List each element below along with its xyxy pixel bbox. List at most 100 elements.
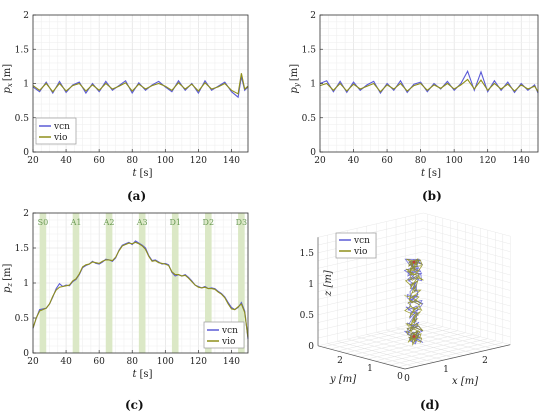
panel-d-ylabel: y [m] — [329, 374, 356, 385]
grid-line — [423, 212, 511, 237]
phase-band-a3 — [138, 213, 146, 353]
panel-b-caption: (b) — [422, 189, 442, 203]
grid-line — [317, 305, 424, 331]
y-tick-label: 1.5 — [302, 45, 317, 55]
grid-line — [367, 334, 473, 360]
grid-line — [344, 328, 451, 354]
y-tick-label: 2 — [23, 11, 29, 21]
x-tick-label: 80 — [127, 357, 139, 367]
panel-d-caption: (d) — [420, 398, 440, 412]
y-tick-label: 0 — [23, 349, 29, 359]
grid-line — [423, 298, 511, 322]
phase-label-a3: A3 — [136, 218, 148, 227]
x-tick-label: 100 — [446, 156, 463, 166]
grid-line — [317, 259, 424, 285]
phase-label-s0: S0 — [38, 218, 49, 227]
grid-line — [423, 282, 511, 307]
panel-a-legend: vcn vio — [35, 117, 77, 145]
grid-line — [423, 313, 511, 338]
grid-line — [322, 322, 428, 348]
grid-line — [423, 220, 511, 245]
phase-band-d2 — [205, 213, 212, 353]
y-tick-label: 1 — [23, 80, 29, 90]
y-tick-label: 2 — [310, 11, 316, 21]
y-tick-label: 0.5 — [302, 114, 317, 124]
panel-d-legend: vcn vio — [335, 232, 377, 259]
x-tick-label: 40 — [348, 156, 360, 166]
grid-line — [415, 323, 503, 347]
y-tick-label: 0.5 — [15, 114, 30, 124]
y-tick-label: 0 — [23, 148, 29, 158]
y-tick-label: 0 — [310, 148, 316, 158]
grid-line — [382, 338, 488, 364]
panel-c-phase-labels: S0 A1 A2 A3 D1 D2 D3 — [38, 218, 248, 227]
panel-a-grid — [32, 14, 249, 153]
trajectory-marker — [412, 335, 416, 338]
panel-c-ylabel: pz[m] — [2, 264, 14, 293]
panel-c-legend-vio: vio — [221, 337, 235, 347]
trajectory-marker — [412, 260, 416, 264]
series-vio — [32, 73, 249, 95]
x-tick-label: 140 — [223, 357, 240, 367]
panel-d-ticks: 0 1 2 0 1 2 0 0.5 1 1.5 — [300, 249, 488, 384]
x-tick-label: 20 — [27, 357, 39, 367]
phase-label-d3: D3 — [236, 218, 248, 227]
grid-line — [317, 313, 424, 339]
x-tick-label: 100 — [157, 357, 174, 367]
x-tick-label: 1 — [443, 365, 449, 375]
panel-a-legend-vcn: vcn — [53, 122, 70, 132]
panel-b-xlabel: t [s] — [421, 168, 441, 179]
panel-c-caption: (c) — [125, 398, 144, 412]
phase-label-a1: A1 — [70, 218, 82, 227]
x-tick-label: 120 — [190, 156, 207, 166]
x-tick-label: 80 — [127, 156, 139, 166]
panel-d-legend-vio: vio — [353, 247, 367, 257]
z-tick-label: 0 — [308, 342, 314, 352]
phase-band-a2 — [105, 213, 113, 353]
panel-c-bands — [39, 213, 245, 353]
y-axis — [317, 345, 406, 370]
panel-a-ticks: 20 40 60 80 100 120 140 0 0.5 1 1.5 2 — [15, 11, 241, 166]
panel-c-xlabel: t [s] — [133, 369, 153, 380]
panel-a-ylabel: px[m] — [2, 64, 14, 94]
trajectory-vio — [404, 257, 424, 347]
grid-line — [423, 321, 511, 345]
x-tick-label: 120 — [190, 357, 207, 367]
panel-b-ylabel: py[m] — [289, 64, 301, 94]
grid-line — [397, 342, 503, 368]
grid-line — [317, 251, 424, 277]
phase-band-a1 — [72, 213, 80, 353]
z-tick-label: 1.5 — [300, 249, 315, 259]
y-tick-label: 1.5 — [15, 45, 30, 55]
panel-c: 20 40 60 80 100 120 140 0 0.5 1 1.5 2 S0 A1 A2 A3 D1 D2 D… — [2, 209, 249, 412]
grid-line — [317, 274, 424, 300]
grid-line — [337, 326, 443, 352]
grid-line — [317, 298, 424, 323]
grid-line — [317, 321, 424, 347]
phase-label-d1: D1 — [169, 218, 181, 227]
panel-d-trajectory — [403, 257, 424, 347]
x-tick-label: 2 — [482, 356, 488, 366]
x-tick-label: 100 — [157, 156, 174, 166]
x-tick-label: 140 — [513, 156, 530, 166]
grid-line — [317, 212, 424, 238]
phase-band-s0 — [39, 213, 47, 353]
panel-b-lines — [319, 69, 539, 95]
x-tick-label: 20 — [314, 156, 326, 166]
y-tick-label: 1.5 — [15, 244, 30, 254]
grid-line — [423, 305, 511, 330]
x-axis — [404, 344, 511, 370]
panel-d-legend-vcn: vcn — [353, 236, 370, 246]
x-tick-label: 0 — [404, 374, 410, 384]
x-tick-label: 60 — [381, 156, 393, 166]
grid-line — [423, 236, 511, 260]
series-vio — [32, 241, 249, 338]
phase-band-d1 — [171, 213, 179, 353]
panel-a: 20 40 60 80 100 120 140 0 0.5 1 1.5 2 t [s] px[m] vc… — [2, 11, 249, 203]
panel-b: 20 40 60 80 100 120 140 0 0.5 1 1.5 2 t [s] py[m] (b… — [289, 11, 539, 203]
x-tick-label: 60 — [93, 156, 105, 166]
series-vio — [319, 78, 539, 93]
y-tick-label: 1 — [23, 279, 29, 289]
x-tick-label: 80 — [415, 156, 427, 166]
